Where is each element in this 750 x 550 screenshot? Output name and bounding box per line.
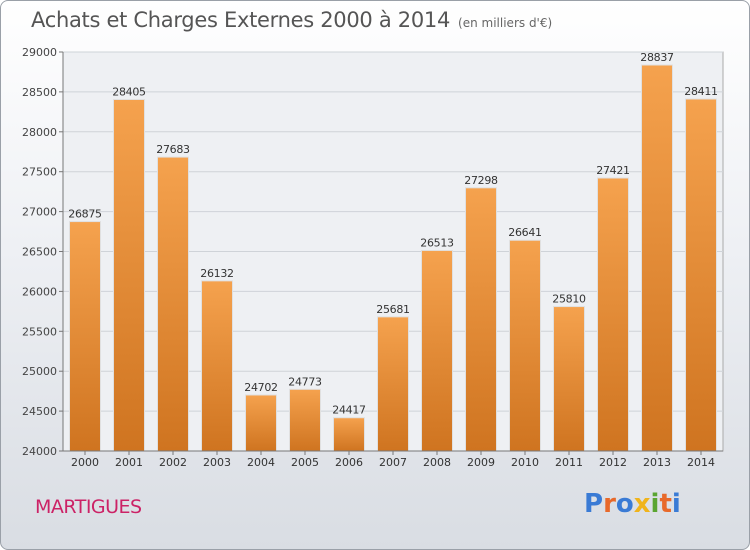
data-label: 25681	[376, 303, 410, 316]
data-label: 24702	[244, 381, 278, 394]
bar	[201, 280, 233, 452]
y-tick-label: 27000	[22, 206, 57, 219]
bar	[245, 394, 277, 452]
bar	[465, 187, 497, 452]
bar	[421, 249, 453, 452]
data-label: 27421	[596, 164, 630, 177]
x-tick-label: 2010	[511, 456, 539, 469]
x-tick-label: 2013	[643, 456, 671, 469]
bar	[157, 156, 189, 452]
x-tick-label: 2002	[159, 456, 187, 469]
commune-name: MARTIGUES	[35, 496, 142, 518]
bar	[597, 177, 629, 452]
data-label: 26132	[200, 267, 234, 280]
y-tick-label: 26500	[22, 246, 57, 259]
data-label: 28405	[112, 85, 146, 98]
bar	[641, 64, 673, 452]
x-tick-label: 2001	[115, 456, 143, 469]
data-label: 28411	[684, 85, 718, 98]
bar	[685, 98, 717, 452]
x-tick-label: 2007	[379, 456, 407, 469]
y-tick-label: 26000	[22, 285, 57, 298]
y-tick-label: 28000	[22, 126, 57, 139]
y-tick-label: 24000	[22, 445, 57, 458]
x-tick-label: 2000	[71, 456, 99, 469]
x-tick-label: 2009	[467, 456, 495, 469]
logo-letter: i	[650, 489, 660, 519]
data-label: 24417	[332, 404, 366, 417]
x-tick-label: 2003	[203, 456, 231, 469]
data-label: 28837	[640, 51, 674, 64]
proxiti-logo: Proxiti	[584, 489, 681, 519]
data-label: 27683	[156, 143, 190, 156]
chart-title: Achats et Charges Externes 2000 à 2014 (e…	[31, 8, 552, 32]
x-tick-label: 2008	[423, 456, 451, 469]
x-tick-label: 2012	[599, 456, 627, 469]
data-label: 26641	[508, 226, 542, 239]
data-label: 24773	[288, 375, 322, 388]
y-tick-label: 29000	[22, 46, 57, 59]
bar	[553, 306, 585, 452]
logo-letter: i	[671, 489, 681, 519]
bar	[69, 221, 101, 452]
bar	[113, 98, 145, 452]
bar	[333, 417, 365, 452]
data-label: 26513	[420, 236, 454, 249]
data-label: 27298	[464, 174, 498, 187]
y-tick-label: 27500	[22, 166, 57, 179]
bar	[289, 388, 321, 452]
y-tick-label: 28500	[22, 86, 57, 99]
data-label: 25810	[552, 293, 586, 306]
x-tick-label: 2011	[555, 456, 583, 469]
logo-letter: r	[603, 489, 616, 519]
y-tick-label: 24500	[22, 405, 57, 418]
bar	[509, 239, 541, 452]
chart-unit: (en milliers d'€)	[458, 16, 553, 30]
y-tick-label: 25500	[22, 325, 57, 338]
x-tick-label: 2004	[247, 456, 275, 469]
logo-letter: x	[633, 489, 651, 519]
bar	[377, 316, 409, 452]
x-tick-label: 2006	[335, 456, 363, 469]
x-tick-label: 2014	[687, 456, 715, 469]
y-tick-label: 25000	[22, 365, 57, 378]
logo-letter: o	[615, 489, 634, 519]
logo-letter: P	[584, 489, 604, 519]
logo-letter: t	[659, 489, 672, 519]
x-tick-label: 2005	[291, 456, 319, 469]
data-label: 26875	[68, 208, 102, 221]
chart-title-text: Achats et Charges Externes 2000 à 2014	[31, 8, 451, 32]
